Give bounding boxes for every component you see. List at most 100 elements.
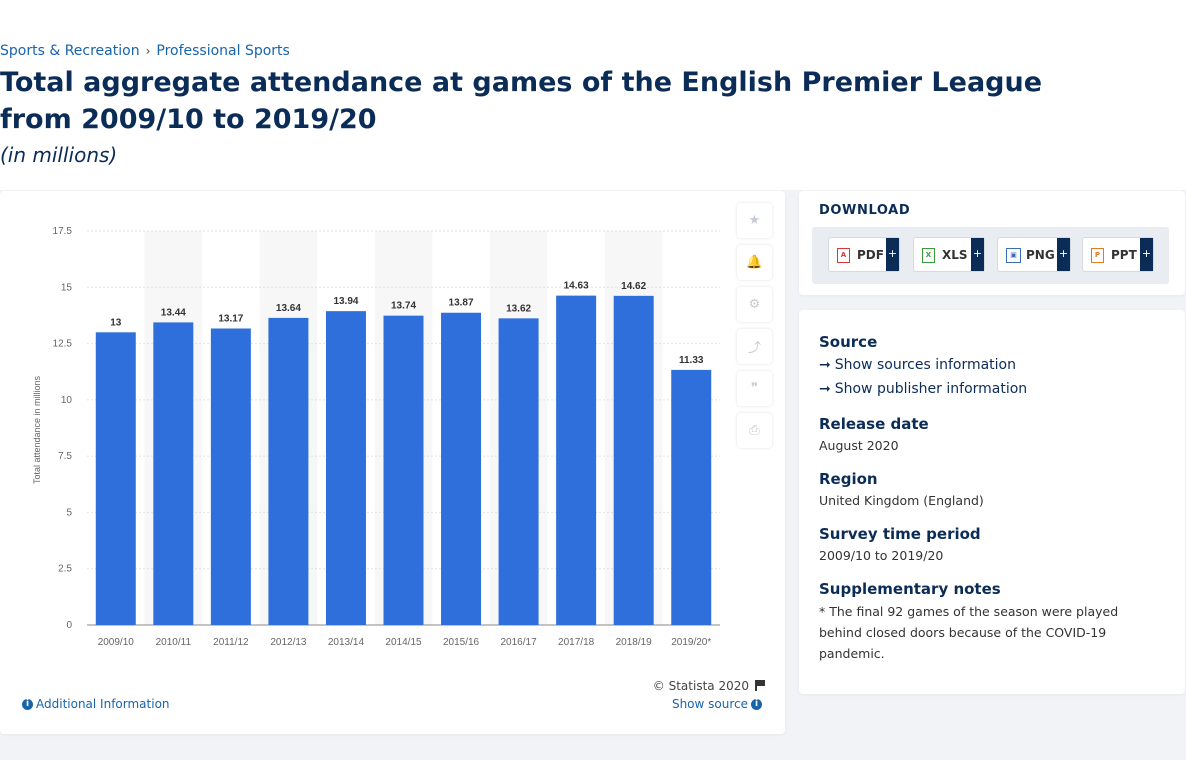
x-tick-label: 2018/19	[616, 637, 653, 648]
release-date-heading: Release date	[819, 415, 929, 433]
bar-value-label: 13.62	[506, 303, 531, 314]
xls-file-icon: X	[922, 248, 935, 263]
info-card: Source ➞ Show sources information ➞ Show p…	[799, 310, 1185, 694]
star-icon: ★	[749, 213, 761, 228]
y-tick-label: 0	[66, 620, 72, 631]
x-tick-label: 2016/17	[501, 637, 538, 648]
copyright: © Statista 2020	[653, 679, 767, 693]
bell-button[interactable]: 🔔	[737, 245, 772, 280]
bar-value-label: 13	[110, 317, 122, 328]
pdf-file-icon: A	[837, 248, 850, 263]
survey-period-value: 2009/10 to 2019/20	[819, 548, 943, 563]
x-tick-label: 2017/18	[558, 637, 595, 648]
star-button[interactable]: ★	[737, 203, 772, 238]
y-axis-label: Total attendance in millions	[32, 375, 42, 484]
plus-icon: +	[1057, 238, 1070, 271]
bar[interactable]	[96, 332, 136, 625]
bar-chart: 0 2.5 5 7.5 10 12.5 15 17.5 Total attendance in …	[0, 211, 730, 681]
y-tick-label: 2.5	[58, 564, 72, 575]
show-sources-link[interactable]: ➞ Show sources information	[819, 357, 1016, 373]
breadcrumb-item-sports[interactable]: Sports & Recreation	[0, 43, 140, 59]
breadcrumb-separator: ›	[146, 44, 151, 58]
download-ppt-button[interactable]: P PPT +	[1082, 237, 1154, 272]
y-tick-label: 10	[61, 395, 73, 406]
breadcrumb: Sports & Recreation › Professional Sports	[0, 43, 290, 59]
download-png-label: PNG	[1026, 248, 1055, 262]
print-button[interactable]: ⎙	[737, 413, 772, 448]
gear-icon: ⚙	[749, 297, 761, 312]
bar-value-label: 14.62	[621, 281, 646, 292]
additional-information-link[interactable]: i Additional Information	[19, 697, 170, 711]
plus-icon: +	[1140, 238, 1153, 271]
page-title: Total aggregate attendance at games of t…	[0, 64, 1120, 138]
x-tick-label: 2012/13	[270, 637, 307, 648]
quote-button[interactable]: ❞	[737, 371, 772, 406]
share-button[interactable]: ⤴	[737, 329, 772, 364]
survey-period-heading: Survey time period	[819, 525, 981, 543]
region-heading: Region	[819, 470, 878, 488]
plus-icon: +	[886, 238, 899, 271]
bell-icon: 🔔	[746, 255, 762, 270]
bar[interactable]	[153, 322, 193, 625]
print-icon: ⎙	[749, 423, 759, 438]
bar-value-label: 13.44	[161, 307, 186, 318]
supplementary-notes-heading: Supplementary notes	[819, 580, 1001, 598]
bar[interactable]	[614, 296, 654, 625]
bar-value-label: 11.33	[679, 355, 704, 366]
y-tick-label: 5	[66, 507, 72, 518]
download-xls-button[interactable]: X XLS +	[913, 237, 985, 272]
download-heading: DOWNLOAD	[819, 203, 910, 218]
bar[interactable]	[211, 328, 251, 625]
release-date-value: August 2020	[819, 438, 899, 453]
show-source-label: Show source	[672, 697, 748, 711]
gear-button[interactable]: ⚙	[737, 287, 772, 322]
page-subtitle: (in millions)	[0, 143, 117, 167]
bar[interactable]	[671, 370, 711, 625]
download-buttons: A PDF + X XLS + ▣ PNG + P PPT +	[812, 227, 1169, 284]
arrow-right-icon: ➞	[819, 381, 831, 397]
download-pdf-label: PDF	[857, 248, 884, 262]
info-icon: i	[22, 699, 33, 710]
bar-value-label: 13.94	[333, 296, 358, 307]
png-file-icon: ▣	[1006, 248, 1021, 263]
show-publisher-link[interactable]: ➞ Show publisher information	[819, 381, 1027, 397]
ppt-file-icon: P	[1091, 248, 1104, 263]
flag-icon[interactable]	[755, 680, 767, 691]
show-publisher-label: Show publisher information	[835, 381, 1027, 397]
bar-value-label: 13.64	[276, 303, 301, 314]
bar-value-label: 13.87	[449, 298, 474, 309]
additional-information-label: Additional Information	[36, 697, 170, 711]
x-tick-label: 2013/14	[328, 637, 365, 648]
plus-icon: +	[971, 238, 984, 271]
bar[interactable]	[441, 313, 481, 625]
quote-icon: ❞	[751, 381, 758, 396]
download-card: DOWNLOAD A PDF + X XLS + ▣ PNG + P PPT +	[799, 191, 1185, 295]
bar-value-label: 13.74	[391, 301, 416, 312]
info-icon: i	[751, 699, 762, 710]
download-ppt-label: PPT	[1111, 248, 1137, 262]
x-tick-label: 2014/15	[385, 637, 422, 648]
bar-value-label: 14.63	[564, 281, 589, 292]
source-heading: Source	[819, 333, 877, 351]
copyright-text: © Statista 2020	[653, 679, 749, 693]
download-xls-label: XLS	[942, 248, 968, 262]
download-pdf-button[interactable]: A PDF +	[828, 237, 900, 272]
supplementary-notes-value: * The final 92 games of the season were …	[819, 601, 1139, 664]
bar[interactable]	[268, 318, 308, 625]
download-png-button[interactable]: ▣ PNG +	[997, 237, 1071, 272]
bar[interactable]	[326, 311, 366, 625]
show-source-link[interactable]: Show source i	[672, 697, 765, 711]
bar[interactable]	[556, 296, 596, 625]
region-value: United Kingdom (England)	[819, 493, 984, 508]
x-tick-label: 2010/11	[156, 637, 192, 648]
breadcrumb-item-professional-sports[interactable]: Professional Sports	[156, 43, 289, 59]
y-tick-label: 17.5	[53, 226, 73, 237]
bar[interactable]	[499, 318, 539, 625]
bar-value-label: 13.17	[218, 313, 243, 324]
chart-card: 0 2.5 5 7.5 10 12.5 15 17.5 Total attendance in …	[0, 191, 785, 734]
show-sources-label: Show sources information	[835, 357, 1016, 373]
share-icon: ⤴	[748, 337, 761, 356]
x-tick-label: 2019/20*	[671, 637, 711, 648]
x-tick-label: 2011/12	[213, 637, 249, 648]
bar[interactable]	[384, 316, 424, 625]
